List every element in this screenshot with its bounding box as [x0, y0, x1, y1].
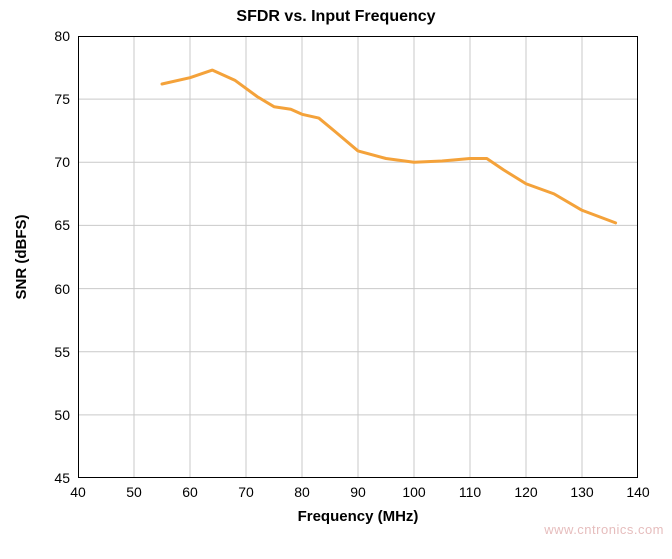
x-tick-label: 110 — [459, 484, 481, 500]
series-line — [162, 70, 616, 223]
y-tick-label: 70 — [54, 154, 70, 170]
y-tick-label: 60 — [54, 281, 70, 297]
x-tick-label: 80 — [294, 484, 310, 500]
watermark-text: www.cntronics.com — [544, 522, 664, 537]
chart-title: SFDR vs. Input Frequency — [0, 8, 672, 26]
y-tick-label: 80 — [54, 28, 70, 44]
y-tick-label: 55 — [54, 344, 70, 360]
plot-area — [78, 36, 638, 478]
y-tick-label: 45 — [54, 470, 70, 486]
x-tick-label: 130 — [570, 484, 593, 500]
x-tick-label: 50 — [126, 484, 142, 500]
x-axis-label: Frequency (MHz) — [298, 508, 419, 525]
y-tick-label: 50 — [54, 407, 70, 423]
x-tick-label: 60 — [182, 484, 198, 500]
y-tick-label: 75 — [54, 91, 70, 107]
x-tick-label: 40 — [70, 484, 86, 500]
x-tick-label: 100 — [402, 484, 425, 500]
plot-svg — [78, 36, 638, 478]
x-tick-label: 140 — [626, 484, 649, 500]
y-axis-label: SNR (dBFS) — [13, 215, 30, 300]
y-tick-label: 65 — [54, 217, 70, 233]
x-tick-label: 120 — [514, 484, 537, 500]
x-tick-label: 70 — [238, 484, 254, 500]
x-tick-label: 90 — [350, 484, 366, 500]
